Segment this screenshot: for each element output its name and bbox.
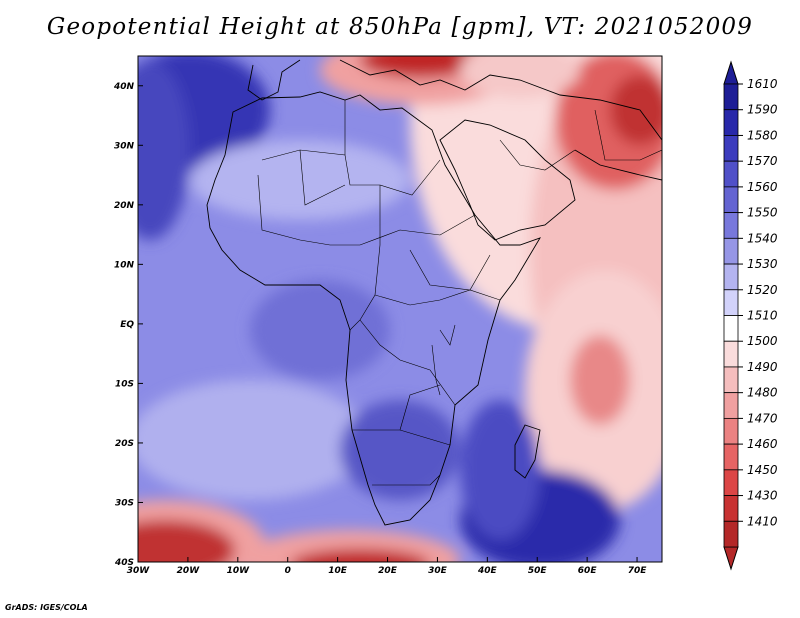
colorbar-label: 1410 [747,514,778,528]
lat-tick-label: 20N [114,201,135,211]
lon-tick-label: 70E [628,566,648,576]
border [372,474,441,486]
colorbar-label: 1510 [747,309,778,323]
africa-coast [206,91,542,526]
border [409,249,491,291]
height-field [138,56,662,562]
colorbar-swatch [723,83,739,111]
lon-tick-label: 10W [227,566,251,576]
border [257,174,476,246]
plot-frame [137,55,663,563]
border [499,139,576,171]
colorbar-label: 1590 [747,103,778,117]
iberia-coast [247,59,301,101]
coastlines [206,59,662,526]
lat-tick-label: 10N [114,260,135,270]
border [594,109,662,161]
lat-tick-label: 40S [114,558,134,568]
colorbar-swatch [723,417,739,445]
colorbar-swatch [723,315,739,342]
lon-tick-label: 40E [477,566,498,576]
colorbar-swatch [723,469,739,496]
south-asia-coast [574,149,662,181]
colorbar-label: 1580 [747,128,778,142]
colorbar-label: 1520 [747,283,778,297]
colorbar-label: 1470 [747,411,778,425]
colorbar-swatch [723,366,739,394]
colorbar-swatch [723,443,739,471]
map-axes: 30W 20W 10W 0 10E 20E 30E 40E 50E 60E 70E 40N 30N 20N… [113,82,647,576]
colorbar-label: 1560 [747,180,778,194]
arabia-coast [439,119,576,241]
lake-tanganyika [431,344,441,396]
colorbar-swatch [723,160,739,188]
lat-tick-label: 40N [113,82,135,92]
colorbar-label: 1530 [747,257,778,271]
lon-tick-label: 10E [328,566,348,576]
border [299,149,346,206]
lon-tick-label: 60E [578,566,598,576]
colorbar-label: 1480 [747,386,778,400]
colorbar-swatch [723,520,739,548]
colorbar-label: 1490 [747,360,778,374]
colorbar-label: 1450 [747,463,778,477]
lat-tick-label: 30N [114,141,135,151]
lon-tick-label: 30W [127,566,151,576]
lake-victoria [439,324,456,346]
lon-tick-label: 50E [528,566,548,576]
colorbar-top-arrow [723,60,739,85]
border [374,289,501,306]
colorbar-swatch [723,109,739,136]
lat-tick-label: 30S [115,498,134,508]
colorbar-label: 1460 [747,437,778,451]
colorbar-swatch [723,186,739,214]
lon-tick-label: 30E [428,566,448,576]
colorbar-swatch [723,289,739,316]
colorbar-swatch [723,212,739,239]
colorbar-swatch [723,340,739,368]
colorbar-label: 1570 [747,154,778,168]
colorbar-swatch [723,495,739,522]
border [399,384,441,431]
lon-tick-label: 0 [285,566,291,576]
colorbar-label: 1430 [747,489,778,503]
colorbar-label: 1550 [747,206,778,220]
colorbar-swatch [723,263,739,291]
grads-credit: GrADS: IGES/COLA [5,603,88,612]
mediterranean-north-coast [339,59,662,141]
colorbar-swatch [723,135,739,162]
colorbar-label: 1610 [747,77,778,91]
colorbar-label: 1540 [747,231,778,245]
lat-tick-label: 10S [115,379,134,389]
lon-tick-label: 20E [378,566,398,576]
colorbar-bottom-arrow [723,546,739,571]
lat-tick-label: EQ [120,320,134,330]
colorbar-swatch [723,237,739,265]
colorbar-label: 1500 [747,334,778,348]
country-borders [257,100,662,486]
plot-title: Geopotential Height at 850hPa [gpm], VT:… [46,14,754,40]
border [359,319,456,406]
lon-tick-label: 20W [177,566,201,576]
colorbar: 1610 1590 1580 1570 1560 1550 1540 1530 1520 1510… [723,60,778,571]
lat-tick-label: 20S [115,439,134,449]
madagascar-coast [514,424,541,479]
colorbar-swatch [723,392,739,419]
